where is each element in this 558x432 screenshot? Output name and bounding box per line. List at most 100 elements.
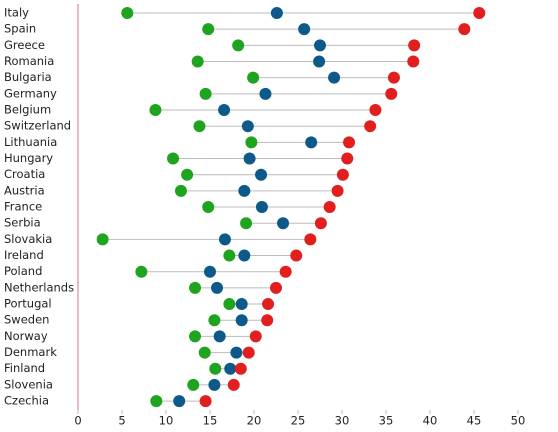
dot [407, 55, 420, 68]
category-label: Norway [4, 329, 48, 343]
category-label: Bulgaria [4, 70, 52, 84]
x-tick-label: 30 [335, 414, 350, 428]
category-label: Italy [4, 6, 29, 20]
dot [259, 87, 272, 100]
dot [223, 249, 236, 262]
dot [121, 7, 134, 19]
category-label: Czechia [4, 394, 49, 408]
dot [199, 87, 212, 100]
category-label: Ireland [4, 248, 44, 262]
dot [255, 201, 268, 214]
category-label: Belgium [4, 103, 51, 117]
dot [245, 136, 258, 149]
x-tick-label: 50 [511, 414, 526, 428]
x-tick-label: 10 [159, 414, 174, 428]
dot [341, 152, 354, 165]
x-tick-label: 40 [423, 414, 438, 428]
dot [473, 7, 486, 19]
dot [191, 55, 204, 68]
x-tick-label: 20 [247, 414, 262, 428]
dot [314, 39, 326, 52]
category-label: Slovakia [4, 232, 52, 246]
dot [173, 395, 186, 408]
dot [314, 217, 327, 230]
x-tick-label: 35 [379, 414, 394, 428]
dot [167, 152, 180, 165]
dot [187, 378, 200, 391]
dot [230, 346, 243, 359]
dot [174, 184, 187, 197]
x-tick-label: 5 [118, 414, 125, 428]
category-label: Spain [4, 22, 36, 36]
category-label: Netherlands [4, 280, 74, 294]
dot [369, 104, 382, 117]
dot [227, 378, 240, 391]
dot [224, 362, 237, 375]
category-label: Slovenia [4, 377, 53, 391]
dot [149, 104, 162, 117]
dot [304, 233, 317, 246]
dot [189, 330, 202, 343]
category-label: Croatia [4, 167, 45, 181]
category-label: Austria [4, 183, 45, 197]
category-label: Lithuania [4, 135, 57, 149]
dot [202, 23, 215, 36]
category-label: Denmark [4, 345, 57, 359]
dot [181, 168, 194, 181]
dot [331, 184, 344, 197]
dot [241, 120, 254, 133]
dot [96, 233, 109, 246]
category-label: Greece [4, 38, 45, 52]
x-tick-label: 45 [467, 414, 482, 428]
dot [235, 314, 248, 327]
dot [209, 362, 222, 375]
dot [387, 71, 400, 84]
dot [213, 330, 226, 343]
dot [232, 39, 245, 52]
dot [408, 39, 421, 52]
dot [323, 201, 336, 214]
dot [261, 314, 274, 327]
dot [240, 217, 253, 230]
dot [364, 120, 377, 133]
dot [235, 298, 248, 311]
dot [255, 168, 268, 181]
dot [336, 168, 349, 181]
category-label: Poland [4, 264, 42, 278]
dot [270, 7, 283, 19]
dot [313, 55, 326, 68]
dot [193, 120, 206, 133]
dot [234, 362, 247, 375]
category-label: France [4, 200, 42, 214]
dot [202, 201, 215, 214]
dot [305, 136, 318, 149]
dot [243, 152, 256, 165]
category-label: Sweden [4, 313, 49, 327]
dot [189, 281, 202, 294]
dot [262, 298, 275, 311]
x-tick-label: 15 [203, 414, 218, 428]
dot [249, 330, 262, 343]
dot [208, 378, 221, 391]
dot [270, 281, 282, 294]
x-tick-label: 0 [74, 414, 81, 428]
dot [135, 265, 148, 278]
category-label: Romania [4, 54, 54, 68]
category-label: Hungary [4, 151, 53, 165]
dot [238, 184, 251, 197]
x-tick-label: 25 [291, 414, 306, 428]
category-label: Serbia [4, 216, 41, 230]
dot [198, 346, 211, 359]
dot [290, 249, 303, 262]
dot [328, 71, 341, 84]
category-label: Portugal [4, 297, 52, 311]
dot [343, 136, 356, 149]
dot [150, 395, 163, 408]
dot [211, 281, 224, 294]
dot [298, 23, 311, 36]
dot [199, 395, 212, 408]
dot [458, 23, 471, 36]
dot [242, 346, 255, 359]
category-label: Finland [4, 361, 45, 375]
